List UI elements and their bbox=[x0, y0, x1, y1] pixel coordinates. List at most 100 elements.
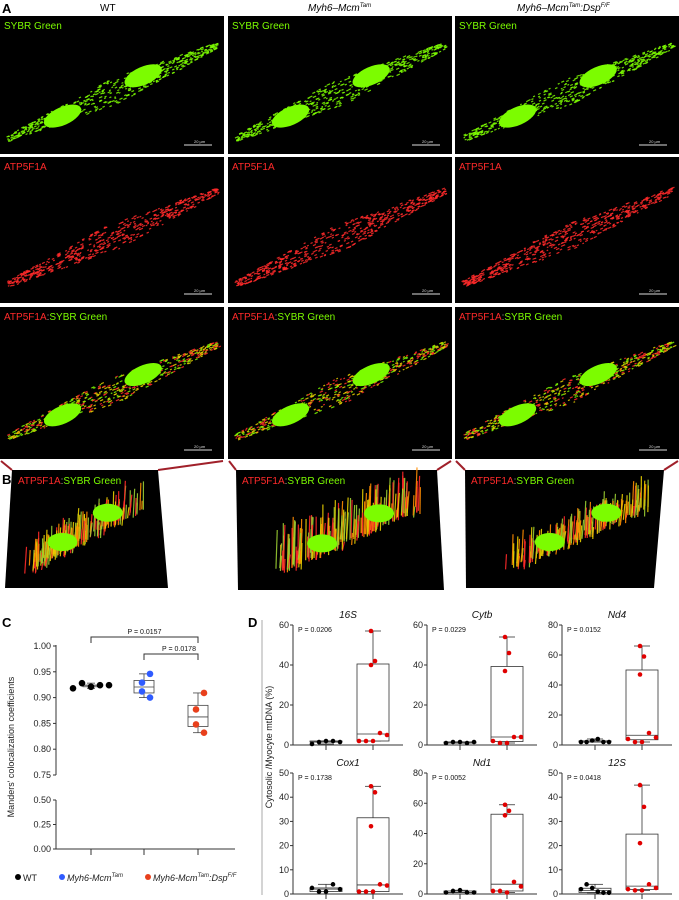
data-point bbox=[578, 739, 584, 745]
nucleus bbox=[92, 503, 123, 522]
data-point bbox=[589, 885, 595, 891]
data-point bbox=[518, 884, 524, 889]
data-point bbox=[601, 739, 606, 745]
legend-entry: Myh6-McmTam bbox=[67, 873, 123, 883]
legend-entry: WT bbox=[23, 873, 37, 883]
y-tick-label: 0 bbox=[418, 740, 423, 750]
subplot-title: 12S bbox=[608, 758, 626, 769]
y-axis-label: Cytosolic /Myocyte mtDNA (%) bbox=[264, 686, 274, 809]
surface-plot-panel: ATP5F1A:SYBR Green bbox=[228, 460, 452, 590]
cardiomyocyte bbox=[234, 43, 448, 142]
data-point bbox=[457, 739, 463, 745]
data-point bbox=[377, 730, 383, 736]
data-point bbox=[595, 736, 601, 742]
y-tick-label: 20 bbox=[548, 841, 558, 851]
p-value-label: P = 0.0418 bbox=[567, 775, 601, 782]
nucleus bbox=[47, 533, 78, 551]
data-point bbox=[69, 685, 77, 692]
data-point bbox=[146, 694, 154, 701]
micrograph-grid: 20 µm SYBR Green 20 µm SYBR Green 20 µm SYBR … bbox=[0, 16, 679, 459]
data-point bbox=[457, 887, 463, 893]
data-point bbox=[646, 882, 652, 887]
data-point bbox=[625, 886, 631, 892]
p-value-label: P = 0.0157 bbox=[128, 629, 162, 636]
channel-label: ATP5F1A bbox=[4, 162, 47, 173]
data-point bbox=[316, 739, 322, 745]
box bbox=[356, 817, 390, 892]
data-point bbox=[464, 740, 470, 746]
data-point bbox=[639, 888, 645, 893]
y-tick-label: 40 bbox=[548, 680, 558, 690]
legend-marker bbox=[15, 874, 21, 880]
data-point bbox=[584, 882, 589, 887]
subplot-12s: 0 10 20 30 40 50 12S P = 0.0418 bbox=[548, 758, 672, 899]
nucleus bbox=[498, 104, 537, 128]
data-point bbox=[368, 784, 374, 789]
zoom-bracket bbox=[228, 460, 237, 471]
data-point bbox=[518, 734, 524, 740]
p-value-label: P = 0.0152 bbox=[567, 627, 601, 634]
y-tick-label: 60 bbox=[279, 620, 289, 630]
scale-bar-label: 20 µm bbox=[194, 139, 206, 144]
subplot-16s: 0 20 40 60 16S P = 0.0206 bbox=[279, 610, 403, 750]
zoom-bracket bbox=[436, 460, 452, 471]
data-point bbox=[506, 808, 512, 814]
data-point bbox=[606, 739, 612, 745]
y-tick-label: 30 bbox=[548, 816, 558, 826]
data-point bbox=[504, 890, 510, 895]
data-point bbox=[370, 889, 376, 894]
data-point bbox=[637, 840, 643, 846]
subplot-nd4: 0 20 40 60 80 Nd4 P = 0.0152 bbox=[548, 610, 672, 750]
nucleus bbox=[498, 403, 537, 427]
box bbox=[356, 663, 390, 742]
data-point bbox=[368, 823, 374, 829]
scale-bar-label: 20 µm bbox=[649, 288, 661, 293]
channel-label: SYBR Green bbox=[232, 21, 290, 32]
data-point bbox=[200, 729, 208, 736]
data-point bbox=[323, 889, 329, 894]
channel-label: ATP5F1A bbox=[459, 162, 502, 173]
panel-label-c: C bbox=[2, 615, 12, 630]
y-tick-label: 1.00 bbox=[33, 641, 51, 651]
nucleus bbox=[124, 362, 162, 387]
nucleus bbox=[43, 104, 82, 128]
nucleus bbox=[43, 403, 82, 427]
y-tick-label: 60 bbox=[413, 620, 423, 630]
micrograph-panel: 20 µm ATP5F1A bbox=[0, 157, 224, 303]
cardiomyocyte bbox=[6, 42, 219, 143]
data-point bbox=[138, 688, 146, 695]
y-tick-label: 10 bbox=[279, 865, 289, 875]
data-point bbox=[316, 889, 322, 894]
y-tick-label: 20 bbox=[413, 859, 423, 869]
data-point bbox=[450, 739, 456, 745]
data-point bbox=[641, 804, 647, 810]
nucleus bbox=[124, 64, 162, 88]
data-point bbox=[637, 782, 643, 788]
y-tick-label: 60 bbox=[548, 650, 558, 660]
data-point bbox=[637, 672, 643, 677]
data-point bbox=[323, 738, 329, 744]
data-point bbox=[330, 738, 336, 744]
data-point bbox=[589, 738, 595, 743]
data-point bbox=[646, 730, 652, 736]
data-point bbox=[511, 734, 517, 740]
subplot-nd1: 0 20 40 60 80 Nd1 P = 0.0052 bbox=[413, 758, 537, 899]
surface-plot-panel: ATP5F1A:SYBR Green bbox=[0, 460, 224, 588]
scale-bar-label: 20 µm bbox=[194, 444, 206, 449]
subplot-title: 16S bbox=[339, 610, 357, 621]
data-point bbox=[377, 882, 383, 887]
cardiomyocyte bbox=[463, 341, 677, 441]
cardiomyocyte bbox=[461, 186, 675, 287]
channel-label: ATP5F1A bbox=[232, 162, 275, 173]
y-axis-label: Manders' colocalization coefficients bbox=[6, 676, 16, 817]
data-point bbox=[490, 888, 496, 894]
y-tick-label: 40 bbox=[413, 660, 423, 670]
cardiomyocyte bbox=[234, 187, 448, 287]
cardiomyocyte bbox=[463, 42, 676, 141]
box bbox=[490, 813, 524, 892]
data-point bbox=[200, 689, 208, 697]
panel-label-d: D bbox=[248, 615, 257, 630]
data-point bbox=[87, 683, 95, 691]
legend-entry: Myh6-McmTam:DspF/F bbox=[153, 873, 237, 883]
